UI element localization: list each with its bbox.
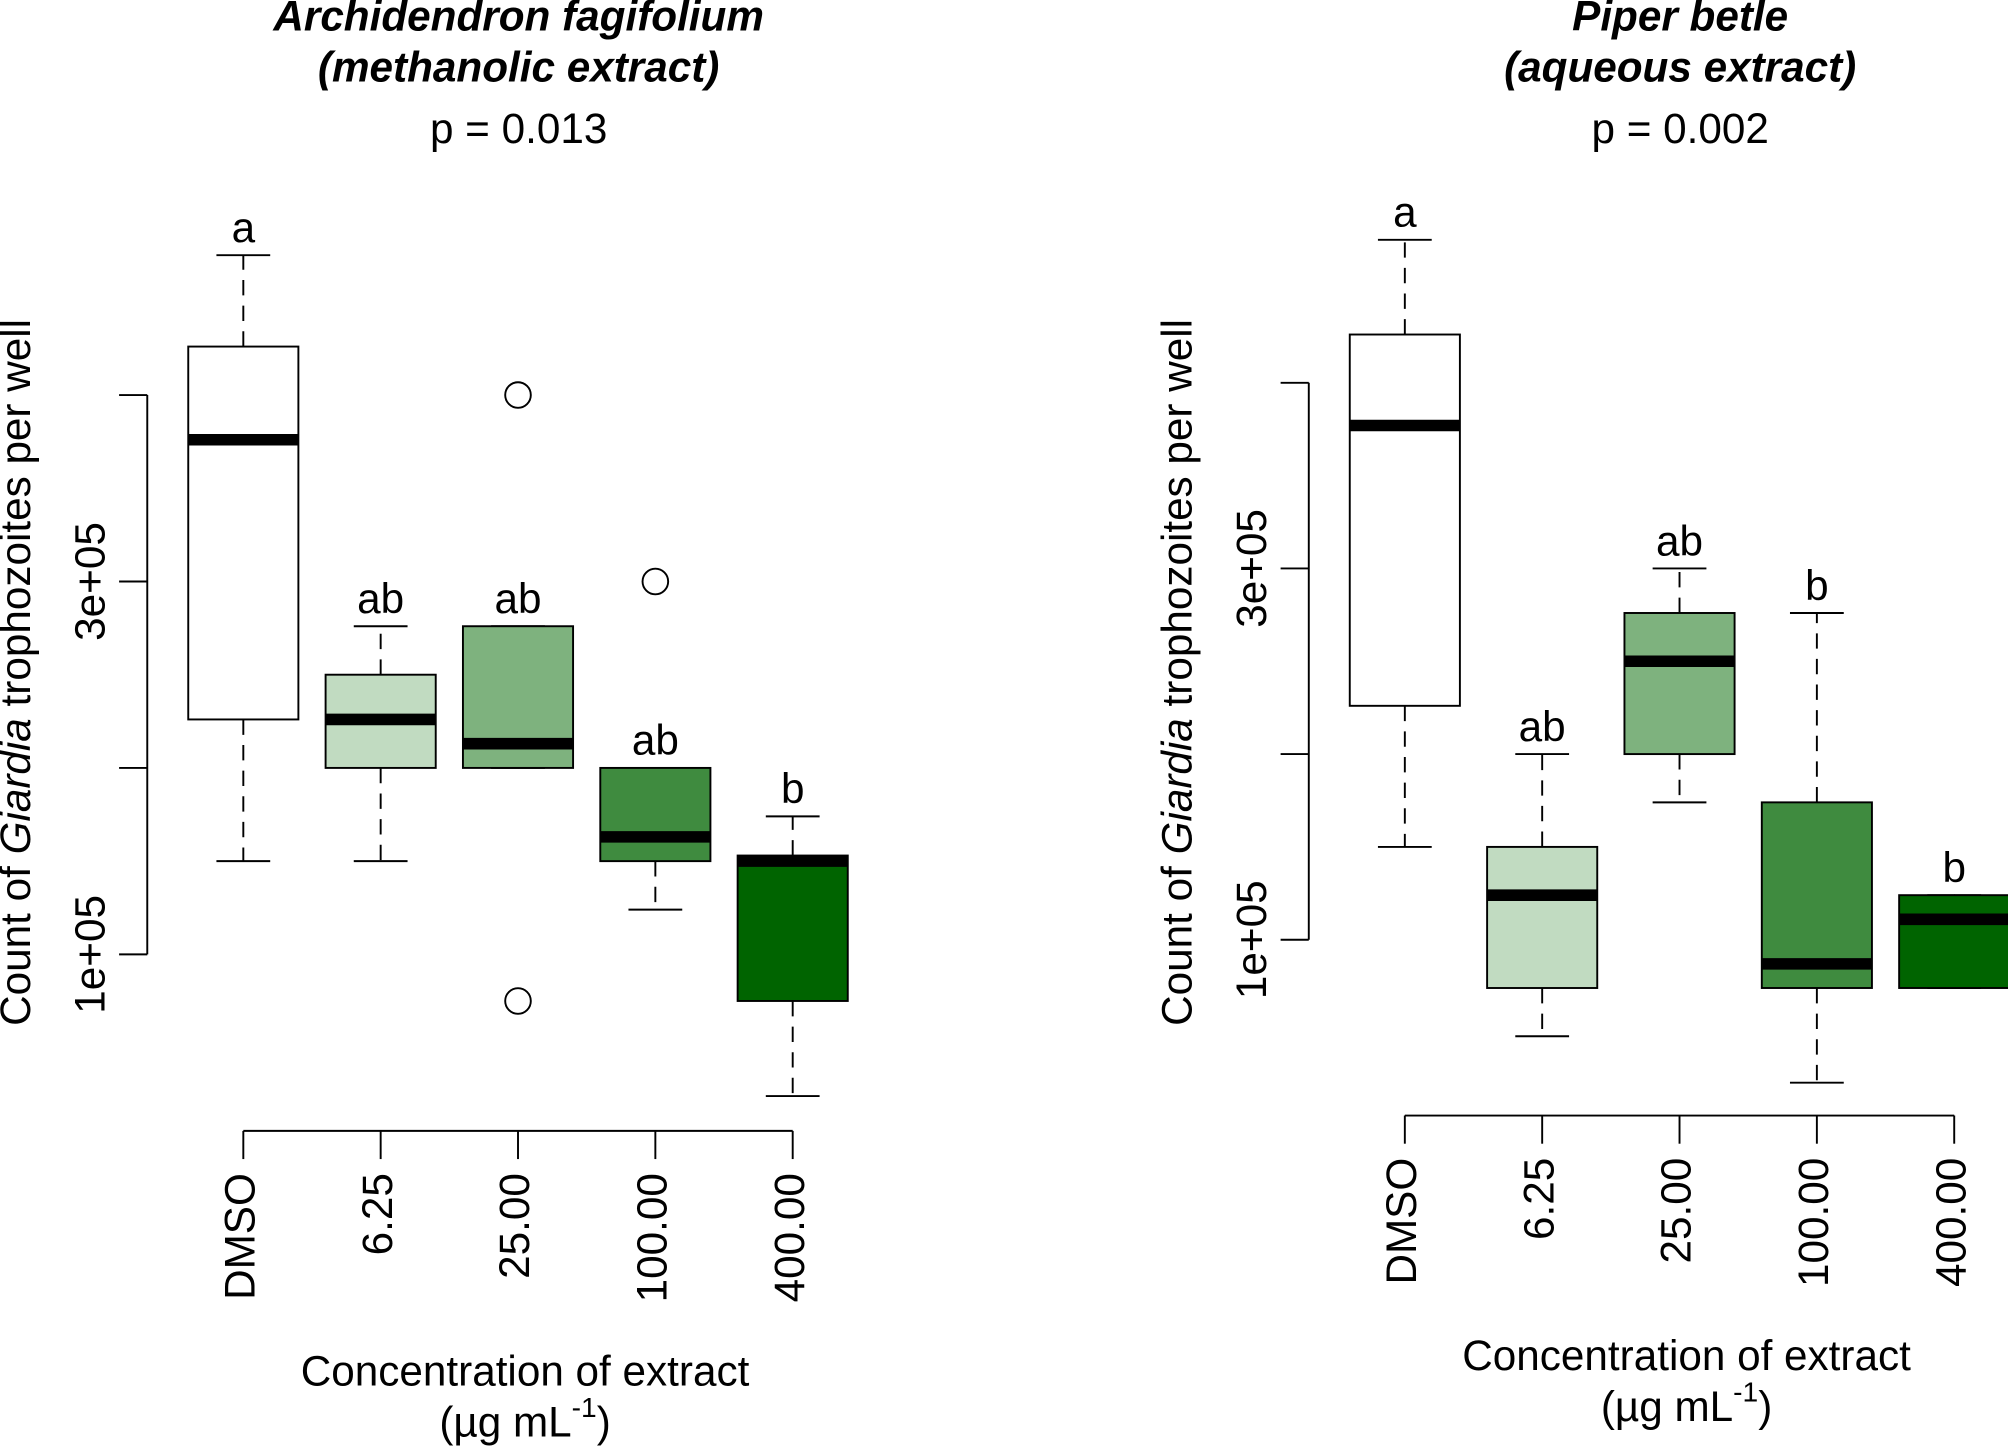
box (1760, 801, 1873, 989)
y-tick-label: 1e+05 (67, 895, 114, 1014)
x-tick-label: 400.00 (766, 1173, 813, 1302)
box (1623, 612, 1736, 756)
box (187, 345, 300, 721)
x-axis-label-part: ) (597, 1399, 611, 1446)
chart-title: Archidendron fagifolium (272, 0, 764, 39)
x-tick-label: DMSO (216, 1173, 263, 1300)
box (1348, 333, 1461, 707)
chart-subtitle: p = 0.013 (430, 105, 607, 152)
y-tick-label: 3e+05 (1228, 509, 1275, 628)
y-axis-label-part: trophozoites per well (0, 319, 39, 718)
chart-title: (aqueous extract) (1504, 44, 1856, 91)
x-axis-label-part: (µg mL (439, 1399, 571, 1446)
y-axis-label-part: trophozoites per well (1154, 319, 1201, 718)
y-axis-label: Count of Giardia trophozoites per well (0, 319, 39, 1026)
x-axis-label-superscript: -1 (572, 1392, 597, 1424)
group-label: a (232, 204, 256, 251)
x-tick-label: 400.00 (1927, 1158, 1974, 1287)
x-axis-label: (µg mL-1) (439, 1392, 610, 1446)
chart-title: Piper betle (1572, 0, 1788, 39)
x-axis-label-superscript: -1 (1733, 1376, 1758, 1408)
group-label: ab (632, 717, 679, 764)
x-tick-label: DMSO (1378, 1158, 1425, 1285)
x-tick-label: 6.25 (354, 1173, 401, 1255)
y-axis-label-part: Count of (1154, 854, 1201, 1025)
group-label: b (781, 765, 805, 812)
chart-title: (methanolic extract) (318, 44, 719, 91)
x-axis-label: Concentration of extract (301, 1347, 750, 1394)
group-label: ab (1656, 517, 1703, 564)
x-axis-label-part: ) (1758, 1383, 1772, 1430)
outlier (504, 987, 532, 1015)
group-label: a (1393, 189, 1417, 236)
x-tick-label: 25.00 (491, 1173, 538, 1279)
box (1898, 894, 2008, 989)
y-axis-label-part: Giardia (0, 718, 39, 854)
x-axis-label: (µg mL-1) (1601, 1376, 1772, 1430)
y-tick-label: 3e+05 (67, 522, 114, 641)
y-tick-label: 1e+05 (1228, 880, 1275, 999)
box (736, 854, 849, 1002)
outlier (641, 567, 670, 596)
x-tick-label: 100.00 (629, 1173, 676, 1302)
group-label: ab (495, 575, 542, 622)
outlier (504, 381, 532, 409)
group-label: ab (1519, 703, 1566, 750)
group-label: b (1942, 844, 1966, 891)
group-label: ab (357, 575, 404, 622)
y-axis-label-part: Giardia (1154, 718, 1201, 854)
box (599, 766, 712, 863)
chart-subtitle: p = 0.002 (1591, 105, 1768, 152)
y-axis-label: Count of Giardia trophozoites per well (1154, 319, 1201, 1026)
x-tick-label: 6.25 (1515, 1158, 1562, 1240)
x-tick-label: 25.00 (1653, 1158, 1700, 1264)
x-tick-label: 100.00 (1790, 1158, 1837, 1287)
x-axis-label-part: (µg mL (1601, 1383, 1733, 1430)
x-axis-label: Concentration of extract (1462, 1332, 1911, 1379)
group-label: b (1805, 562, 1829, 609)
y-axis-label-part: Count of (0, 854, 39, 1025)
box (1486, 845, 1599, 989)
